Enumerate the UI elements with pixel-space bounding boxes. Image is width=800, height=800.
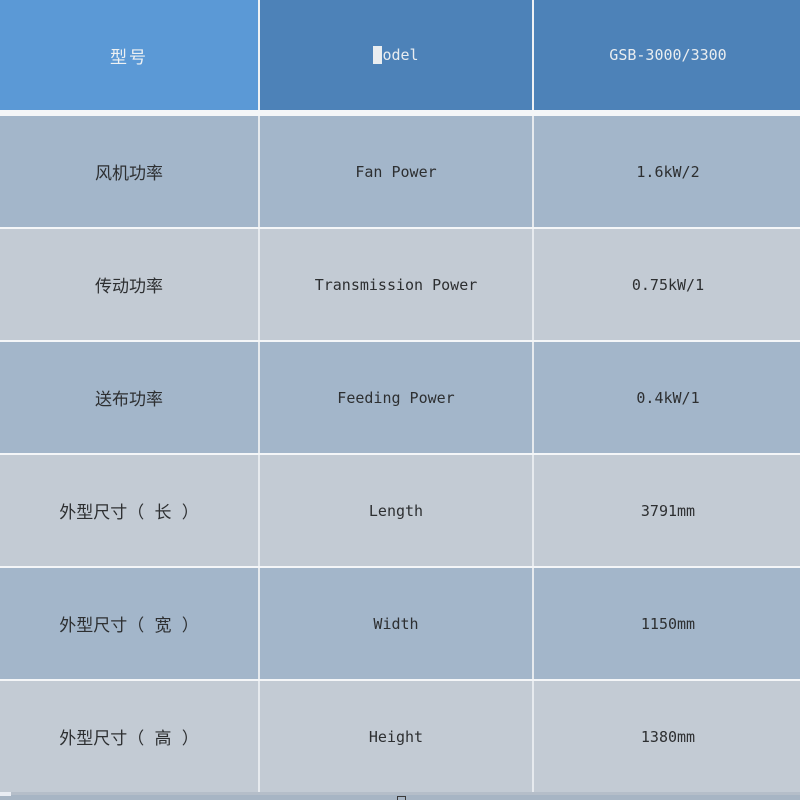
cell-value: 0.4kW/1 <box>534 342 800 453</box>
cell-label-cn: 外型尺寸（ 长 ） <box>0 455 258 566</box>
table-row-length: 外型尺寸（ 长 ） Length 3791mm <box>0 455 800 566</box>
cell-label-cn: 传动功率 <box>0 229 258 340</box>
cell-label-en: Height <box>260 681 532 792</box>
cell-label-en: Feeding Power <box>260 342 532 453</box>
cell-label-cn: 外型尺寸（ 高 ） <box>0 681 258 792</box>
cell-label-en: Length <box>260 455 532 566</box>
cell-label-cn: 风机功率 <box>0 116 258 227</box>
table-header-row: 型号 Model GSB-3000/3300 <box>0 0 800 110</box>
cell-label-cn: 外型尺寸（ 宽 ） <box>0 568 258 679</box>
table-body: 风机功率 Fan Power 1.6kW/2 传动功率 Transmission… <box>0 116 800 792</box>
cell-value: 0.75kW/1 <box>534 229 800 340</box>
cell-label-cn: 送布功率 <box>0 342 258 453</box>
table-row-transmission-power: 传动功率 Transmission Power 0.75kW/1 <box>0 229 800 340</box>
cell-label-en: Width <box>260 568 532 679</box>
table-row-feeding-power: 送布功率 Feeding Power 0.4kW/1 <box>0 342 800 453</box>
bottom-left-notch <box>0 792 11 796</box>
table-row-height: 外型尺寸（ 高 ） Height 1380mm <box>0 681 800 792</box>
table-row-width: 外型尺寸（ 宽 ） Width 1150mm <box>0 568 800 679</box>
header-model-label: Model <box>373 46 419 64</box>
cell-label-en: Transmission Power <box>260 229 532 340</box>
cell-label-en: Fan Power <box>260 116 532 227</box>
cell-value: 3791mm <box>534 455 800 566</box>
header-cell-model-en: Model <box>260 0 532 110</box>
cell-value: 1.6kW/2 <box>534 116 800 227</box>
header-cell-model-value: GSB-3000/3300 <box>534 0 800 110</box>
cell-value: 1150mm <box>534 568 800 679</box>
cutoff-glyph-artifact <box>397 796 406 800</box>
header-cell-model-cn: 型号 <box>0 0 258 110</box>
table-row-fan-power: 风机功率 Fan Power 1.6kW/2 <box>0 116 800 227</box>
cell-value: 1380mm <box>534 681 800 792</box>
